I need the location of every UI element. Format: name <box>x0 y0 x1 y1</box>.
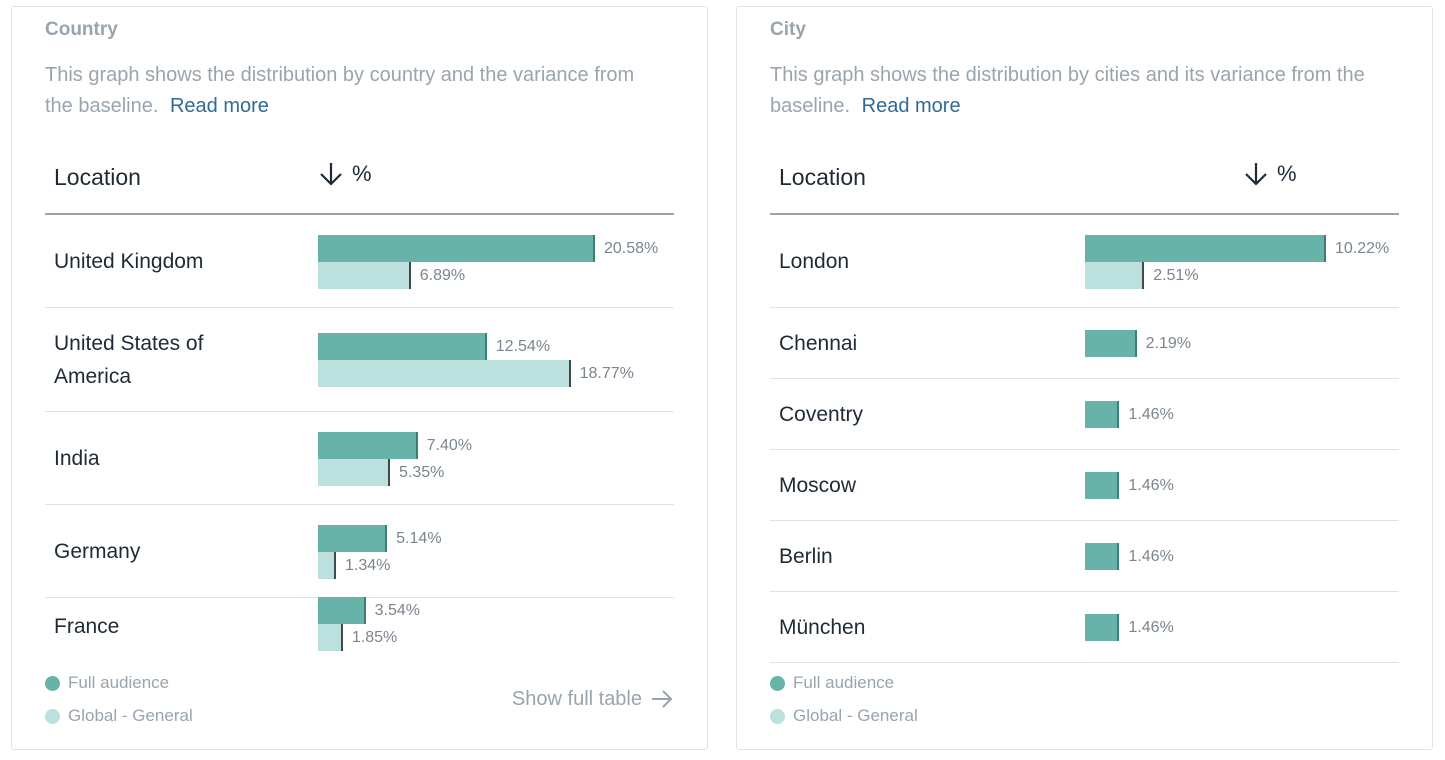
full-audience-value: 7.40% <box>426 437 472 454</box>
global-general-value: 6.89% <box>419 267 466 284</box>
global-general-dot <box>45 708 60 724</box>
row-location-label: Chennai <box>779 332 858 355</box>
legend-global-label: Global - General <box>68 706 193 725</box>
full-audience-value: 10.22% <box>1335 240 1390 257</box>
row-location-label: India <box>54 447 100 470</box>
table-row: United States of America 12.54% 18.77% <box>45 308 674 412</box>
global-general-bar <box>318 624 343 651</box>
global-general-bar <box>318 459 390 486</box>
full-audience-value: 1.46% <box>1128 619 1174 636</box>
row-location-label: United States of America <box>54 332 204 388</box>
legend-full: Full audience <box>45 673 169 693</box>
full-audience-bar <box>318 333 487 360</box>
row-location-label: Berlin <box>779 545 833 568</box>
country-card: Country This graph shows the distributio… <box>11 6 708 750</box>
full-audience-value: 2.19% <box>1145 335 1192 352</box>
legend-global: Global - General <box>770 706 918 726</box>
table-row: Germany 5.14% 1.34% <box>45 505 674 598</box>
full-audience-dot <box>770 675 785 691</box>
full-audience-value: 5.14% <box>396 530 442 547</box>
full-audience-bar <box>1085 472 1120 499</box>
legend-full-label: Full audience <box>793 673 895 692</box>
description-text: This graph shows the distribution by cit… <box>770 64 1365 117</box>
table-row: France 3.54% 1.85% <box>45 597 674 668</box>
full-audience-value: 1.46% <box>1128 477 1174 494</box>
location-column-header: Location <box>779 164 866 190</box>
global-general-bar <box>1085 262 1145 289</box>
table-row: München 1.46% <box>770 592 1399 663</box>
full-audience-bar <box>318 235 595 262</box>
arrow-down-icon <box>320 163 342 186</box>
global-general-bar <box>318 262 411 289</box>
row-location-label: Germany <box>54 540 141 563</box>
read-more-link[interactable]: Read more <box>169 95 269 117</box>
row-location-label: Coventry <box>779 403 864 426</box>
table-row: Coventry 1.46% <box>770 379 1399 450</box>
table-row: Berlin 1.46% <box>770 521 1399 592</box>
row-location-label: United Kingdom <box>54 250 204 273</box>
row-location-label: Moscow <box>779 474 857 497</box>
full-audience-bar <box>1085 401 1120 428</box>
arrow-right-icon <box>652 690 673 708</box>
full-audience-dot <box>45 675 60 691</box>
legend-full-label: Full audience <box>68 673 170 692</box>
global-general-value: 1.34% <box>345 557 391 574</box>
percent-column-label: % <box>352 161 372 186</box>
full-audience-bar <box>1085 330 1137 357</box>
row-location-label: München <box>779 616 866 639</box>
legend-full: Full audience <box>770 673 894 693</box>
card-title: City <box>770 19 806 40</box>
row-location-label: London <box>779 250 850 273</box>
percent-sort-header[interactable]: % <box>1241 159 1297 189</box>
card-description: This graph shows the distribution by cit… <box>770 60 1390 122</box>
full-audience-bar <box>318 597 366 624</box>
full-audience-value: 12.54% <box>495 338 551 355</box>
global-general-bar <box>318 552 337 579</box>
full-audience-value: 1.46% <box>1128 406 1174 423</box>
table-row: United Kingdom 20.58% 6.89% <box>45 215 674 308</box>
legend-global-label: Global - General <box>793 706 918 725</box>
global-general-value: 2.51% <box>1153 267 1199 284</box>
table-header: Location % <box>770 147 1399 215</box>
table-header: Location % <box>45 147 674 215</box>
global-general-dot <box>770 708 785 724</box>
global-general-value: 18.77% <box>579 365 634 382</box>
full-audience-value: 3.54% <box>374 602 421 619</box>
full-audience-value: 20.58% <box>604 240 659 257</box>
global-general-value: 1.85% <box>351 629 398 646</box>
global-general-value: 5.35% <box>399 464 445 481</box>
show-full-table-link[interactable]: Show full table <box>512 687 674 711</box>
description-text: This graph shows the distribution by cou… <box>45 64 635 117</box>
table-row: Chennai 2.19% <box>770 308 1399 379</box>
full-audience-bar <box>1085 543 1120 570</box>
full-audience-bar <box>318 432 418 459</box>
full-audience-value: 1.46% <box>1128 548 1174 565</box>
table-row: Moscow 1.46% <box>770 450 1399 521</box>
row-location-label: France <box>54 615 120 638</box>
card-title: Country <box>45 19 118 40</box>
full-audience-bar <box>1085 235 1326 262</box>
card-description: This graph shows the distribution by cou… <box>45 60 665 122</box>
full-audience-bar <box>1085 614 1120 641</box>
location-column-header: Location <box>54 164 141 190</box>
read-more-link[interactable]: Read more <box>861 95 961 117</box>
full-audience-bar <box>318 525 388 552</box>
legend-global: Global - General <box>45 706 193 726</box>
city-card: City This graph shows the distribution b… <box>736 6 1433 750</box>
global-general-bar <box>318 360 571 387</box>
arrow-down-icon <box>1245 163 1267 186</box>
table-row: London 10.22% 2.51% <box>770 215 1399 308</box>
percent-sort-header[interactable]: % <box>316 159 372 189</box>
show-full-table-label: Show full table <box>511 687 642 710</box>
table-row: India 7.40% 5.35% <box>45 412 674 505</box>
percent-column-label: % <box>1277 161 1297 186</box>
